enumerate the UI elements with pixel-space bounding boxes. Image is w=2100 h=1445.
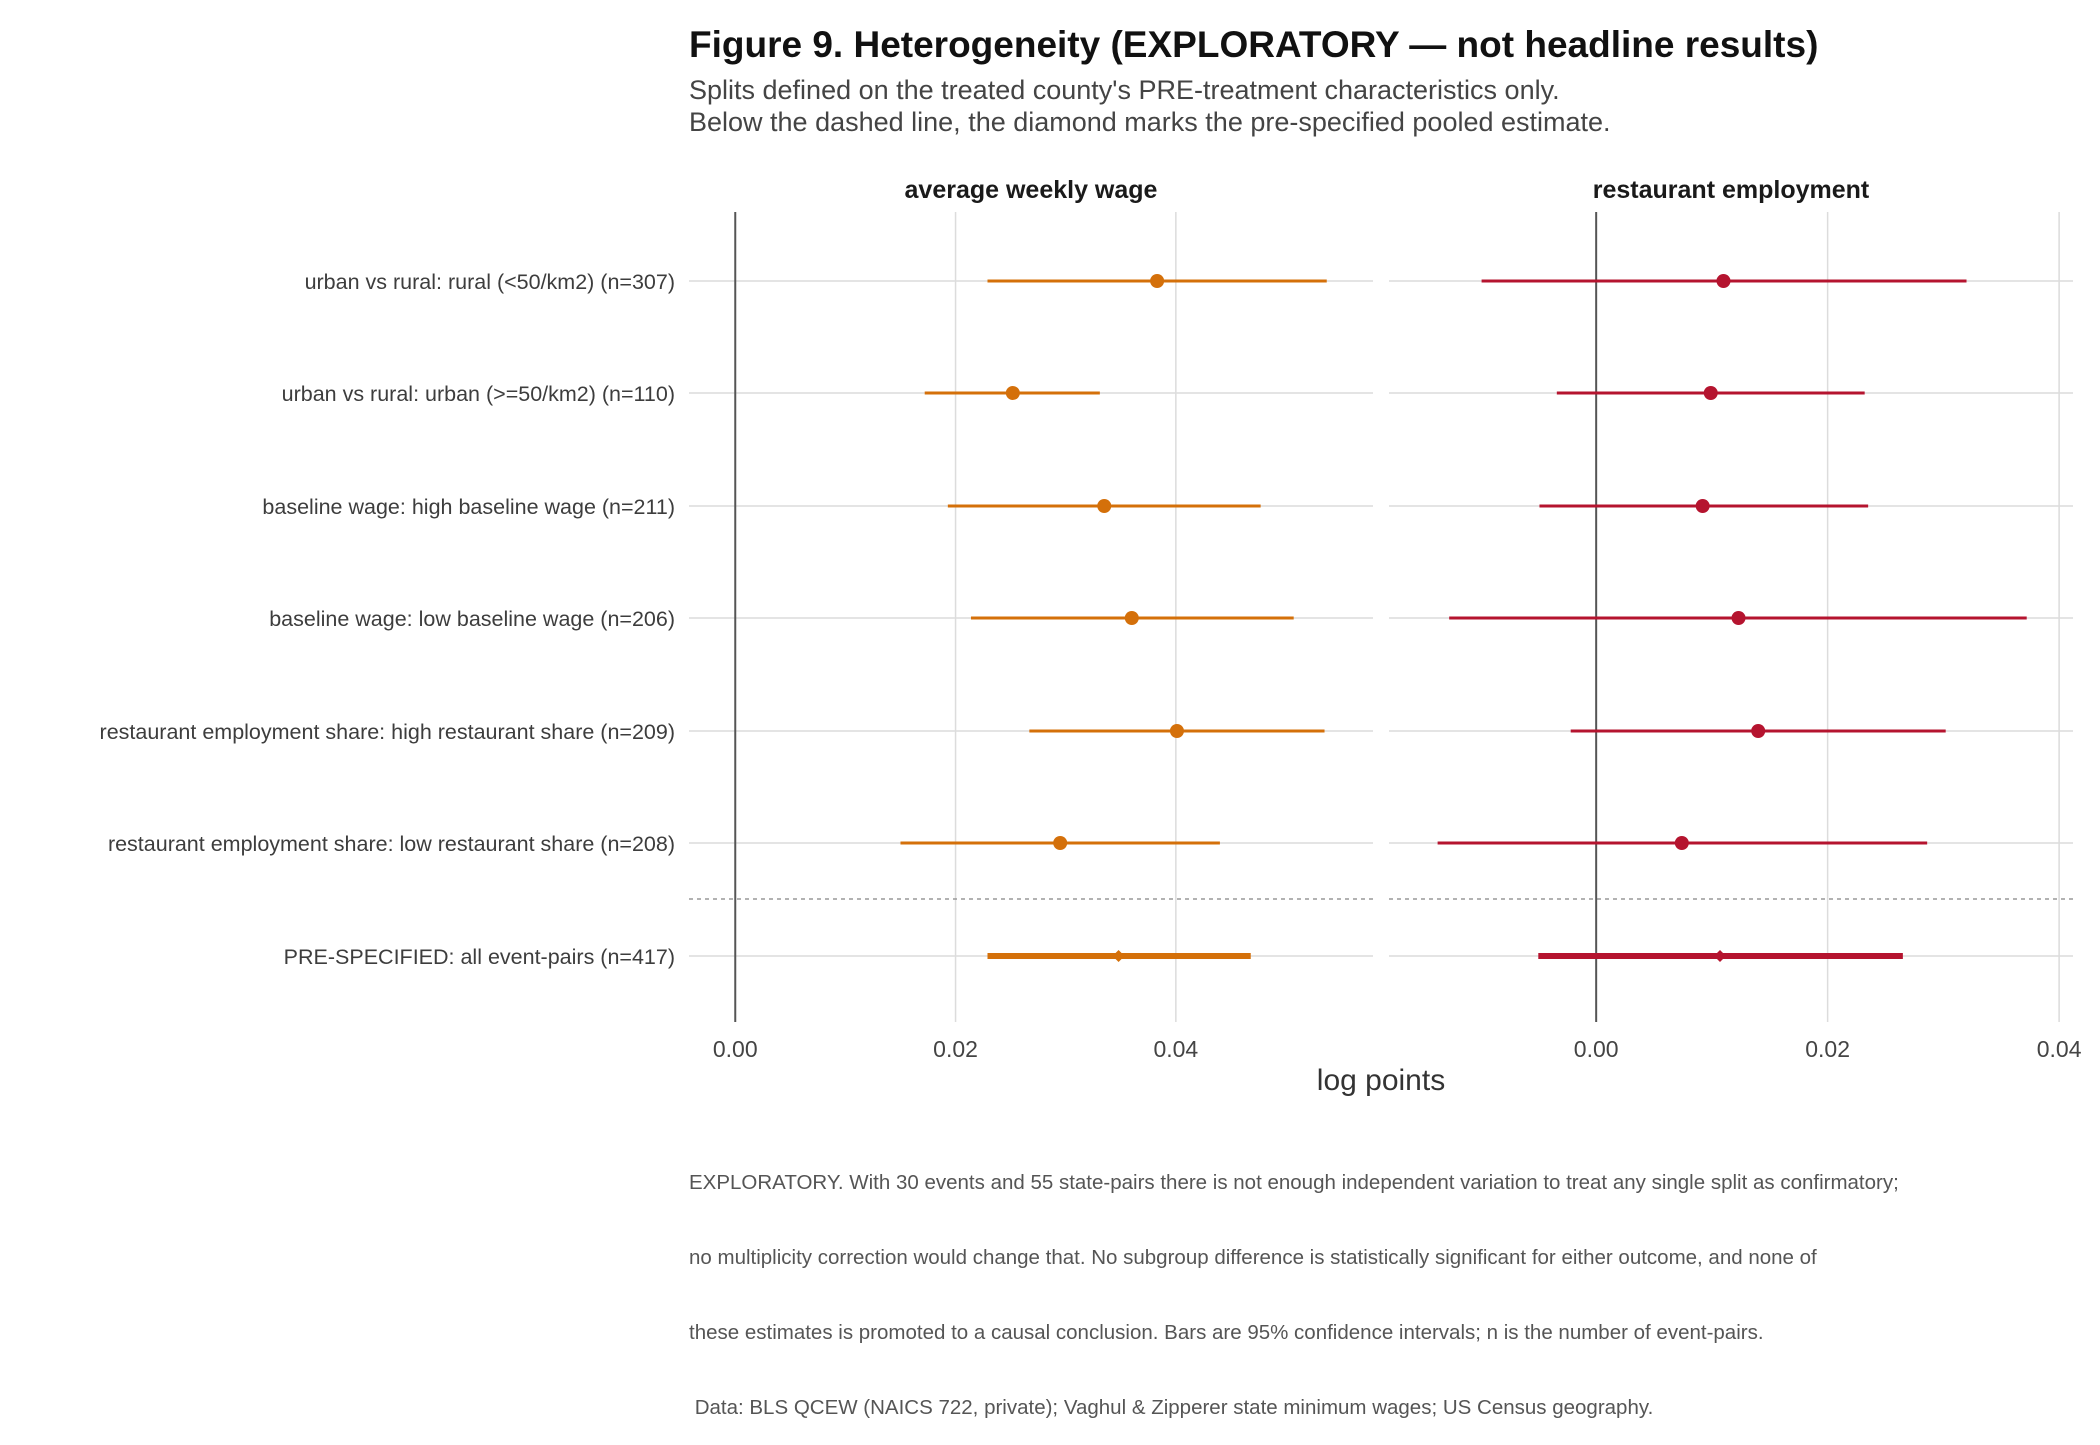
row-label: baseline wage: low baseline wage (n=206) — [269, 607, 675, 631]
x-tick-label: 0.04 — [2037, 1036, 2082, 1062]
chart-subtitle: Splits defined on the treated county's P… — [689, 74, 1611, 138]
point-estimate — [1674, 836, 1689, 850]
x-tick-label: 0.04 — [1153, 1036, 1198, 1062]
x-axis-title: log points — [1317, 1064, 1445, 1097]
chart-caption: EXPLORATORY. With 30 events and 55 state… — [689, 1120, 1899, 1445]
subtitle-line-2: Below the dashed line, the diamond marks… — [689, 107, 1611, 137]
point-estimate — [1716, 274, 1731, 288]
x-tick-label: 0.00 — [1574, 1036, 1619, 1062]
caption-line-4: Data: BLS QCEW (NAICS 722, private); Vag… — [689, 1396, 1654, 1419]
point-estimate — [1053, 836, 1068, 850]
row-label: restaurant employment share: high restau… — [100, 720, 675, 744]
point-estimate — [1005, 386, 1020, 400]
caption-line-2: no multiplicity correction would change … — [689, 1246, 1817, 1269]
caption-line-3: these estimates is promoted to a causal … — [689, 1321, 1764, 1344]
facet-title: restaurant employment — [1593, 176, 1870, 204]
x-tick-label: 0.00 — [713, 1036, 758, 1062]
point-estimate — [1124, 611, 1139, 625]
row-label: restaurant employment share: low restaur… — [108, 832, 675, 856]
point-estimate — [1751, 724, 1766, 738]
row-label: baseline wage: high baseline wage (n=211… — [262, 495, 675, 519]
point-estimate — [1703, 386, 1718, 400]
row-label: PRE-SPECIFIED: all event-pairs (n=417) — [284, 945, 675, 969]
facet-title: average weekly wage — [905, 176, 1158, 204]
point-estimate — [1731, 611, 1746, 625]
row-label: urban vs rural: urban (>=50/km2) (n=110) — [282, 382, 675, 406]
point-estimate — [1169, 724, 1184, 738]
x-tick-label: 0.02 — [933, 1036, 978, 1062]
pooled-estimate-diamond — [1714, 950, 1727, 962]
point-estimate — [1097, 499, 1112, 513]
point-estimate — [1150, 274, 1165, 288]
point-estimate — [1695, 499, 1710, 513]
caption-line-1: EXPLORATORY. With 30 events and 55 state… — [689, 1171, 1899, 1194]
row-label: urban vs rural: rural (<50/km2) (n=307) — [305, 270, 675, 294]
pooled-estimate-diamond — [1112, 950, 1125, 962]
subtitle-line-1: Splits defined on the treated county's P… — [689, 75, 1560, 105]
x-tick-label: 0.02 — [1805, 1036, 1850, 1062]
forest-plot: urban vs rural: rural (<50/km2) (n=307) u… — [100, 176, 2082, 1097]
chart-title: Figure 9. Heterogeneity (EXPLORATORY — n… — [689, 24, 1819, 65]
